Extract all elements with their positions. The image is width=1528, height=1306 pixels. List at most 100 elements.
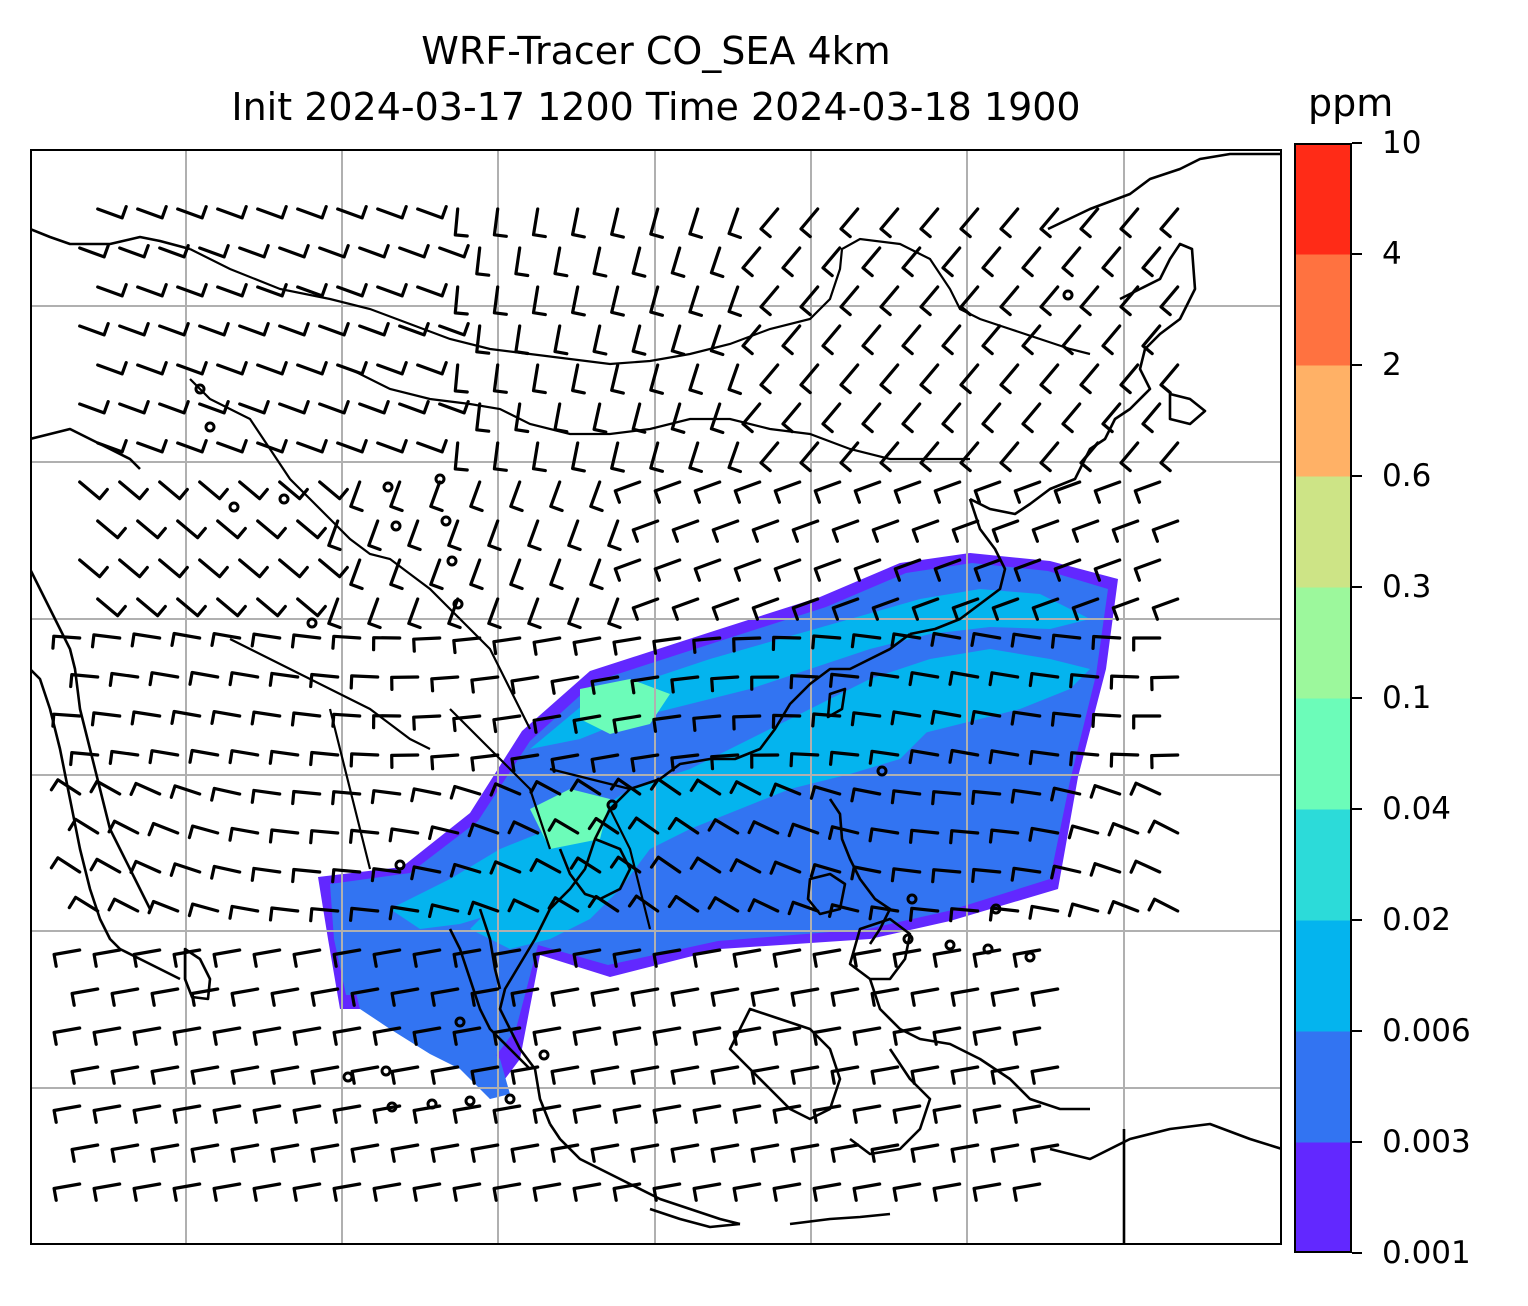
wind-barb: [630, 987, 660, 1007]
wind-barb: [1089, 784, 1122, 799]
wind-barb: [132, 1182, 162, 1202]
wind-barb: [732, 636, 762, 653]
wind-barb: [190, 987, 220, 1007]
wind-barb: [1109, 674, 1140, 690]
wind-barb: [852, 1104, 882, 1124]
wind-barb: [553, 324, 569, 356]
wind-barb: [1061, 324, 1082, 356]
wind-barb: [492, 285, 508, 316]
wind-barb: [613, 480, 642, 504]
colorbar-segment: [1294, 1031, 1352, 1143]
wind-barb: [212, 1104, 242, 1124]
wind-barb: [1053, 558, 1082, 582]
wind-barb: [452, 1182, 482, 1202]
wind-barb: [376, 439, 408, 454]
wind-barb: [692, 714, 722, 732]
wind-barb: [991, 519, 1020, 543]
wind-barb: [1013, 480, 1042, 504]
wind-barb: [449, 784, 482, 800]
wind-barb: [1028, 904, 1060, 920]
wind-barb: [692, 1104, 722, 1124]
wind-barb: [216, 283, 248, 298]
wind-barb: [492, 636, 522, 656]
wind-barb: [187, 902, 220, 918]
wind-barb: [172, 1026, 202, 1046]
wind-barb: [132, 948, 162, 968]
wind-barb: [292, 948, 322, 968]
wind-barb: [89, 779, 122, 796]
wind-barb: [811, 712, 842, 728]
wind-barb: [821, 324, 842, 356]
wind-barb: [96, 283, 128, 298]
wind-barb: [1141, 324, 1162, 356]
wind-barb: [349, 480, 364, 513]
wind-barb: [821, 246, 842, 278]
wind-barb: [587, 816, 620, 835]
wind-barb: [1101, 324, 1122, 356]
wind-barb: [709, 246, 725, 279]
wind-barb: [1039, 363, 1060, 395]
wind-barb: [110, 1143, 140, 1163]
wind-barb: [1129, 781, 1162, 796]
wind-barb: [1021, 324, 1042, 356]
wind-barb: [959, 285, 980, 317]
map-panel[interactable]: [30, 149, 1282, 1245]
wind-barb: [1101, 246, 1122, 278]
wind-barb: [892, 948, 922, 968]
wind-barb: [416, 439, 448, 454]
wind-barb: [550, 675, 580, 695]
wind-barb: [107, 897, 140, 913]
wind-barb: [610, 207, 625, 239]
wind-barb: [890, 867, 922, 883]
wind-barb: [1132, 636, 1162, 652]
wind-barb: [868, 749, 900, 765]
wind-barb: [1050, 633, 1082, 649]
wind-barb: [507, 820, 540, 835]
wind-barb: [652, 1104, 682, 1124]
wind-barb: [950, 1143, 980, 1163]
wind-barb: [707, 896, 740, 913]
wind-barb: [919, 441, 940, 473]
wind-barb: [92, 1104, 122, 1124]
wind-barb: [336, 439, 368, 454]
wind-barb: [781, 324, 802, 356]
wind-barb: [870, 1065, 900, 1085]
map-gridlines: [30, 149, 1282, 1245]
wind-barb: [349, 558, 364, 591]
wind-barb: [711, 519, 740, 543]
wind-barb: [1089, 862, 1122, 877]
wind-barb: [959, 363, 980, 395]
wind-barb: [1050, 864, 1082, 880]
wind-barb: [829, 672, 860, 688]
wind-barb: [839, 441, 860, 473]
wind-barb: [412, 1182, 442, 1202]
wind-barb: [216, 361, 248, 376]
colorbar-tick: [1352, 475, 1362, 477]
wind-barb: [350, 987, 380, 1007]
wind-barb: [172, 1182, 202, 1202]
wind-barb: [950, 987, 980, 1007]
wind-barb: [693, 558, 722, 582]
wind-barb: [132, 1026, 162, 1046]
wind-barb: [670, 324, 686, 356]
wind-barb: [349, 752, 380, 768]
wind-barb: [430, 675, 460, 693]
wind-barb: [590, 675, 620, 695]
wind-barb: [572, 1026, 602, 1046]
wind-barb: [772, 1182, 802, 1202]
wind-barb: [919, 285, 940, 317]
wind-barb: [136, 205, 168, 220]
wind-barb: [350, 1143, 380, 1163]
wind-barb: [787, 900, 820, 916]
wind-barb: [799, 363, 820, 395]
wind-barb: [630, 1143, 660, 1163]
wind-barb: [70, 1143, 100, 1163]
wind-barb: [612, 1104, 642, 1124]
wind-barb: [349, 906, 380, 922]
wind-barb: [90, 633, 122, 649]
wind-barb: [118, 400, 150, 415]
wind-barb: [514, 402, 530, 434]
wind-barb: [230, 1143, 260, 1163]
wind-barb: [216, 205, 248, 220]
colorbar-segment: [1294, 698, 1352, 810]
